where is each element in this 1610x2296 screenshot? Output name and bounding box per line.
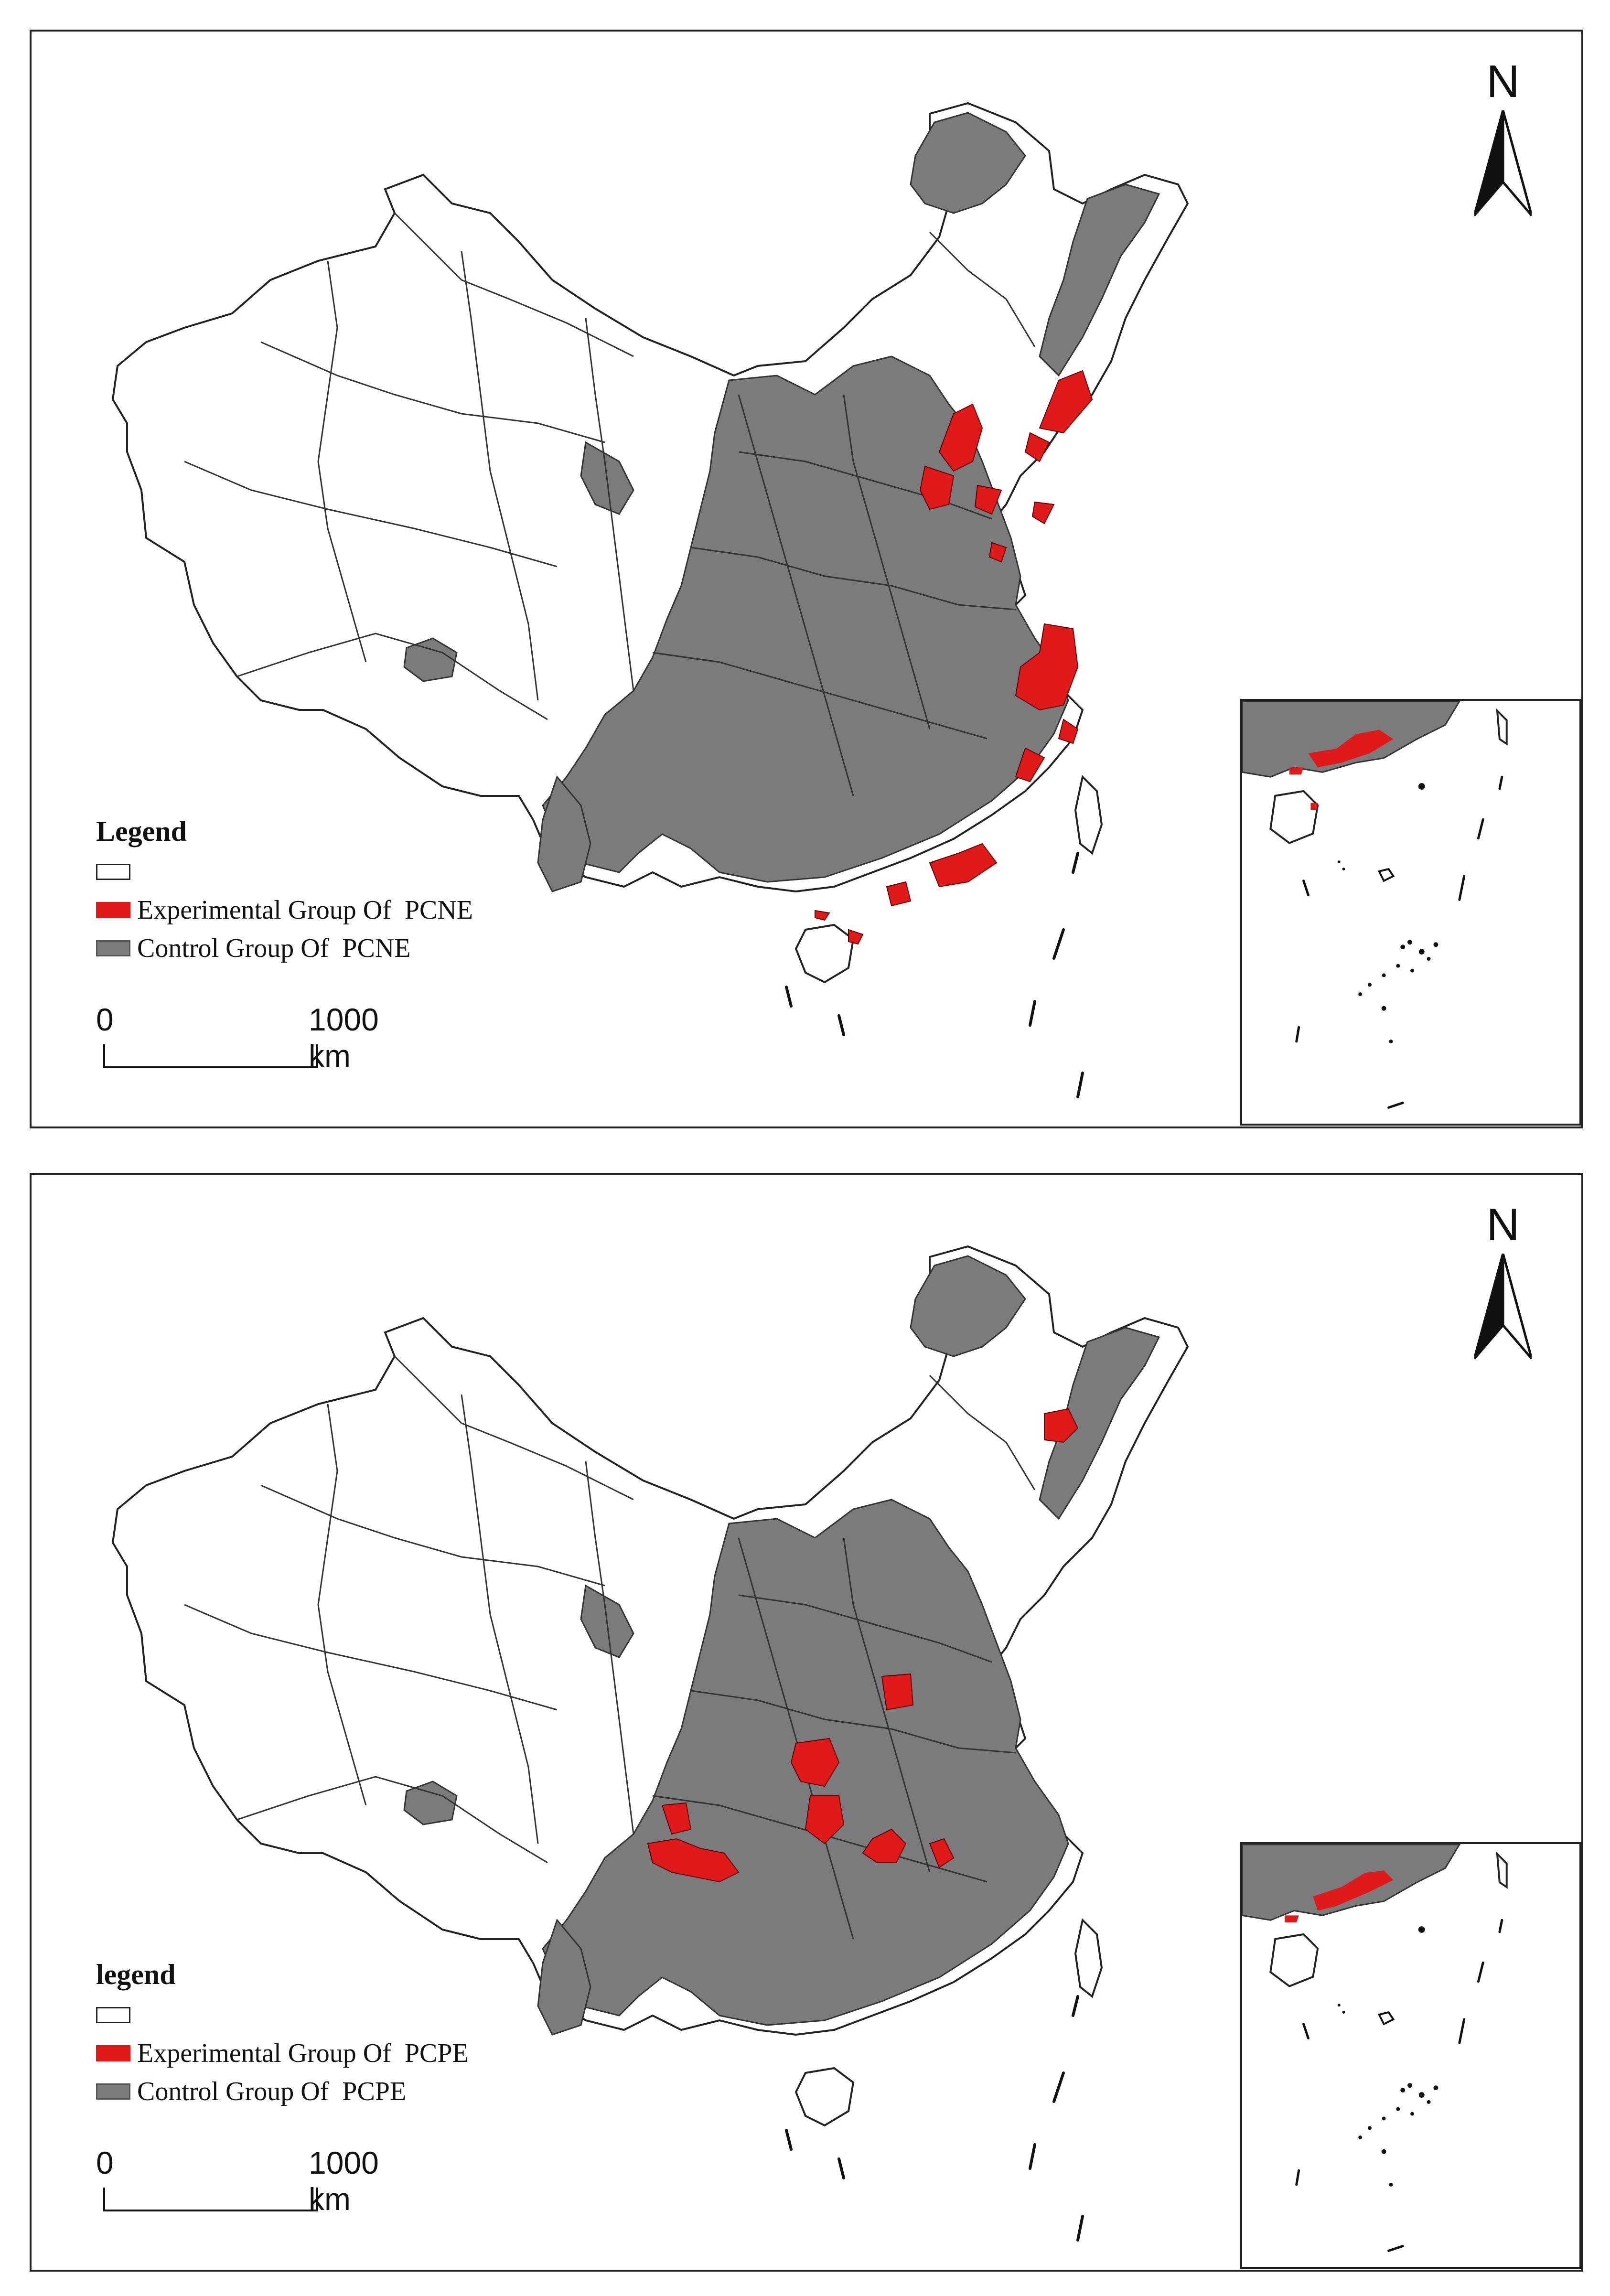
- inset-hainan: [1269, 790, 1319, 844]
- legend-pcpe: legend Experimental Group Of PCPE Contro…: [96, 1958, 669, 2111]
- legend-swatch-white: [96, 2007, 130, 2023]
- legend-item-experimental: Experimental Group Of PCPE: [96, 2034, 669, 2072]
- north-letter: N: [1486, 1199, 1520, 1250]
- legend-swatch-red: [96, 2045, 130, 2061]
- inset-hainan: [1269, 1933, 1319, 1987]
- legend-label: Experimental Group Of PCPE: [137, 2039, 469, 2068]
- inset-experimental-region: [1289, 767, 1304, 775]
- legend-item-other: [96, 1996, 669, 2034]
- scale-bar: 0 1000 km: [96, 1001, 379, 1097]
- map-panel-pcne: N Legend Experimental Group Of PCNE Cont…: [30, 30, 1583, 1128]
- legend-swatch-gray: [96, 2083, 130, 2100]
- inset-taiwan: [1496, 708, 1508, 746]
- experimental-region: [1031, 501, 1055, 525]
- experimental-region: [862, 1828, 907, 1863]
- legend-title: Legend: [96, 815, 187, 847]
- scale-bar-line: [103, 2188, 318, 2211]
- inset-dash-lines: [1295, 1919, 1503, 2252]
- china-map-pcne: [112, 102, 1189, 1127]
- experimental-regions: [815, 370, 1093, 945]
- experimental-region: [1015, 623, 1079, 711]
- legend-label: Control Group Of PCNE: [137, 933, 411, 963]
- inset-experimental-region: [1310, 803, 1318, 810]
- inset-taiwan: [1496, 1851, 1508, 1889]
- taiwan-island: [1074, 776, 1103, 854]
- china-map-pcpe: [112, 1245, 1189, 2270]
- north-arrow-icon: [1474, 1254, 1532, 1360]
- experimental-region: [815, 910, 830, 921]
- hainan-island: [795, 2067, 854, 2126]
- north-letter: N: [1486, 56, 1520, 107]
- scale-bar-line: [103, 1044, 318, 1068]
- north-arrow: N: [1460, 55, 1546, 227]
- experimental-region: [848, 929, 864, 945]
- north-arrow-icon: [1474, 110, 1532, 216]
- scale-bar: 0 1000 km: [96, 2145, 379, 2240]
- experimental-region: [881, 1673, 914, 1711]
- experimental-region: [1044, 1408, 1079, 1443]
- experimental-region: [1024, 432, 1050, 462]
- south-china-sea-inset: [1240, 699, 1581, 1126]
- experimental-region: [929, 1838, 955, 1868]
- inset-islands: [1337, 783, 1438, 1043]
- map-panel-pcpe: N legend Experimental Group Of PCPE Cont…: [30, 1173, 1583, 2272]
- inset-map: [1242, 1844, 1508, 2252]
- south-china-sea-inset: [1240, 1842, 1581, 2269]
- legend-item-experimental: Experimental Group Of PCNE: [96, 891, 669, 929]
- experimental-region: [647, 1838, 740, 1883]
- experimental-region: [1058, 719, 1079, 744]
- scale-zero: 0: [96, 2145, 114, 2180]
- inset-map: [1242, 701, 1508, 1109]
- experimental-region: [929, 843, 998, 888]
- experimental-region: [938, 403, 983, 472]
- legend-title: legend: [96, 1959, 176, 1990]
- inset-islands: [1337, 1926, 1438, 2187]
- legend-label: Control Group Of PCPE: [137, 2077, 407, 2106]
- hainan-island: [795, 924, 854, 983]
- experimental-regions: [647, 1408, 1079, 1883]
- legend-item-control: Control Group Of PCNE: [96, 929, 669, 967]
- experimental-region: [974, 484, 1002, 515]
- scale-zero: 0: [96, 1002, 114, 1037]
- legend-item-control: Control Group Of PCPE: [96, 2072, 669, 2111]
- experimental-region: [1015, 747, 1045, 783]
- scale-max: 1000 km: [309, 1002, 379, 1073]
- experimental-region: [988, 542, 1007, 563]
- taiwan-island: [1074, 1919, 1103, 1997]
- inset-experimental-region: [1313, 1870, 1394, 1911]
- inset-dash-lines: [1295, 775, 1503, 1109]
- legend-swatch-gray: [96, 940, 130, 956]
- legend-swatch-red: [96, 902, 130, 918]
- legend-item-other: [96, 853, 669, 891]
- legend-pcne: Legend Experimental Group Of PCNE Contro…: [96, 815, 669, 967]
- experimental-region: [919, 465, 955, 510]
- experimental-region: [805, 1795, 845, 1845]
- inset-experimental-region: [1284, 1915, 1299, 1923]
- experimental-region: [1039, 370, 1093, 434]
- legend-swatch-white: [96, 864, 130, 880]
- experimental-region: [661, 1802, 692, 1835]
- scale-max: 1000 km: [309, 2145, 379, 2217]
- experimental-region: [886, 881, 912, 907]
- north-arrow: N: [1460, 1199, 1546, 1371]
- inset-experimental-region: [1308, 730, 1394, 768]
- legend-label: Experimental Group Of PCNE: [137, 895, 473, 925]
- experimental-region: [790, 1738, 840, 1787]
